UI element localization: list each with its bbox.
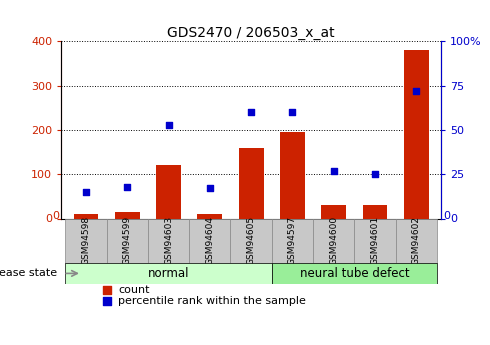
- Point: [103, 298, 111, 304]
- Text: percentile rank within the sample: percentile rank within the sample: [118, 296, 306, 306]
- Bar: [280, 132, 305, 218]
- FancyBboxPatch shape: [65, 263, 272, 284]
- Bar: [115, 212, 140, 218]
- FancyBboxPatch shape: [272, 218, 313, 263]
- Text: GSM94603: GSM94603: [164, 216, 173, 265]
- Bar: [156, 165, 181, 218]
- Text: normal: normal: [148, 267, 189, 280]
- Point: [206, 186, 214, 191]
- FancyBboxPatch shape: [395, 218, 437, 263]
- Text: disease state: disease state: [0, 268, 57, 278]
- Text: GSM94605: GSM94605: [246, 216, 256, 265]
- Title: GDS2470 / 206503_x_at: GDS2470 / 206503_x_at: [167, 26, 335, 40]
- Point: [123, 184, 131, 189]
- Text: GSM94598: GSM94598: [81, 216, 91, 265]
- FancyBboxPatch shape: [313, 218, 354, 263]
- Bar: [197, 214, 222, 218]
- Point: [371, 171, 379, 177]
- Bar: [74, 214, 98, 218]
- FancyBboxPatch shape: [148, 218, 189, 263]
- Bar: [404, 50, 429, 218]
- Text: neural tube defect: neural tube defect: [299, 267, 409, 280]
- Point: [165, 122, 172, 127]
- FancyBboxPatch shape: [272, 263, 437, 284]
- Text: GSM94599: GSM94599: [123, 216, 132, 265]
- FancyBboxPatch shape: [230, 218, 272, 263]
- FancyBboxPatch shape: [65, 218, 107, 263]
- Point: [103, 287, 111, 293]
- Text: 0: 0: [443, 211, 450, 221]
- Point: [247, 109, 255, 115]
- Bar: [239, 148, 264, 218]
- Bar: [363, 205, 387, 218]
- Text: count: count: [118, 285, 150, 295]
- Text: 0: 0: [52, 211, 59, 221]
- Text: GSM94600: GSM94600: [329, 216, 338, 265]
- FancyBboxPatch shape: [354, 218, 395, 263]
- Point: [412, 88, 420, 94]
- FancyBboxPatch shape: [189, 218, 230, 263]
- Bar: [321, 205, 346, 218]
- Text: GSM94601: GSM94601: [370, 216, 379, 265]
- FancyBboxPatch shape: [107, 218, 148, 263]
- Point: [289, 109, 296, 115]
- Text: GSM94604: GSM94604: [205, 216, 214, 265]
- Text: GSM94597: GSM94597: [288, 216, 297, 265]
- Text: GSM94602: GSM94602: [412, 216, 421, 265]
- Point: [330, 168, 338, 174]
- Point: [82, 189, 90, 195]
